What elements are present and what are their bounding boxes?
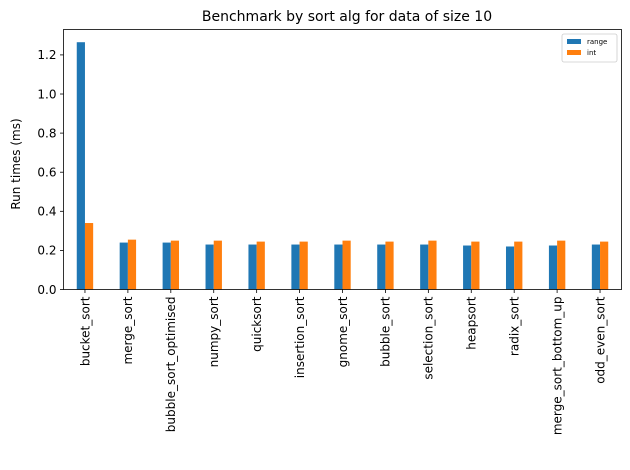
x-tick-label: bucket_sort xyxy=(78,296,92,366)
bars-group xyxy=(76,42,609,290)
bar-range-bubble_sort xyxy=(377,244,386,290)
x-tick-label: gnome_sort xyxy=(336,296,350,367)
bar-range-odd_even_sort xyxy=(591,244,601,290)
bar-int-numpy_sort xyxy=(213,240,222,290)
bar-int-heapsort xyxy=(471,241,480,290)
bar-range-merge_sort xyxy=(119,242,128,290)
legend-swatch-int xyxy=(567,50,581,55)
bar-int-bubble_sort_optimised xyxy=(170,240,180,290)
x-tick-label: merge_sort_bottom_up xyxy=(550,297,564,436)
plot-frame xyxy=(63,29,622,290)
x-tick-label: bubble_sort xyxy=(379,296,393,367)
bar-range-insertion_sort xyxy=(291,244,300,290)
bar-range-gnome_sort xyxy=(334,244,343,290)
legend-swatch-range xyxy=(567,39,581,44)
bar-int-merge_sort xyxy=(127,239,137,290)
bar-range-numpy_sort xyxy=(205,244,214,290)
x-tick-label: numpy_sort xyxy=(207,296,221,367)
y-tick-label: 1.2 xyxy=(37,48,56,62)
bar-int-quicksort xyxy=(256,241,265,290)
bar-range-heapsort xyxy=(463,245,472,290)
x-tick-label: merge_sort xyxy=(121,296,135,364)
legend: range int xyxy=(561,33,618,63)
x-tick-label: selection_sort xyxy=(422,296,436,379)
y-tick-label: 0.2 xyxy=(37,244,56,258)
y-axis-label: Run times (ms) xyxy=(9,118,23,209)
y-tick-label: 0.6 xyxy=(37,166,56,180)
y-axis-ticks: 0.0 0.2 0.4 0.6 0.8 1.0 1.2 xyxy=(37,48,64,297)
x-tick-label: insertion_sort xyxy=(293,296,307,378)
bar-range-bucket_sort xyxy=(76,42,85,290)
bar-int-gnome_sort xyxy=(342,240,351,290)
y-tick-label: 1.0 xyxy=(37,87,56,101)
bar-int-odd_even_sort xyxy=(600,241,609,290)
bar-int-selection_sort xyxy=(428,240,437,290)
bar-int-insertion_sort xyxy=(299,241,308,290)
x-tick-label: bubble_sort_optimised xyxy=(164,297,178,433)
y-tick-label: 0.0 xyxy=(37,283,56,297)
bar-range-selection_sort xyxy=(420,244,429,290)
legend-label-range: range xyxy=(587,38,607,46)
chart-title: Benchmark by sort alg for data of size 1… xyxy=(202,9,492,25)
y-tick-label: 0.4 xyxy=(37,205,56,219)
bar-int-bubble_sort xyxy=(385,241,394,290)
bar-range-radix_sort xyxy=(505,246,515,290)
bar-int-bucket_sort xyxy=(84,223,94,290)
bar-range-merge_sort_bottom_up xyxy=(548,245,558,290)
x-tick-label: quicksort xyxy=(250,296,264,352)
x-axis-ticks: bucket_sort merge_sort bubble_sort_optimis… xyxy=(78,289,607,436)
x-tick-label: heapsort xyxy=(465,296,479,349)
x-tick-label: radix_sort xyxy=(507,296,521,356)
bar-range-quicksort xyxy=(248,244,257,290)
bar-int-merge_sort_bottom_up xyxy=(557,240,566,290)
bar-range-bubble_sort_optimised xyxy=(162,242,171,290)
y-tick-label: 0.8 xyxy=(37,126,56,140)
bar-int-radix_sort xyxy=(514,241,523,290)
legend-label-int: int xyxy=(587,49,596,57)
x-tick-label: odd_even_sort xyxy=(593,296,607,384)
